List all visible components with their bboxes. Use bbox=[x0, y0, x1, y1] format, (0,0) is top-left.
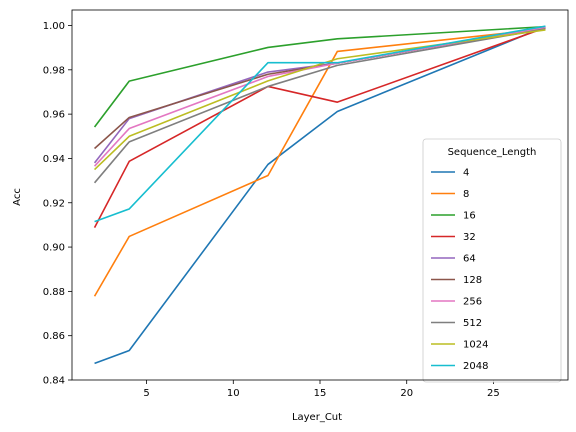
legend-label-64: 64 bbox=[463, 254, 476, 265]
series-line-4 bbox=[94, 25, 546, 365]
y-tick-label: 0.90 bbox=[43, 243, 65, 254]
plot-area bbox=[93, 25, 546, 365]
y-tick-label: 0.92 bbox=[43, 198, 65, 209]
legend-label-8: 8 bbox=[463, 189, 469, 200]
y-axis-ticks: 0.84 0.86 0.88 0.90 0.92 0.94 0.96 0.98 1.00 bbox=[43, 21, 72, 387]
x-axis-label: Layer_Cut bbox=[292, 412, 342, 423]
series-line-8 bbox=[93, 28, 546, 297]
y-tick-label: 0.98 bbox=[43, 65, 65, 76]
y-tick-label: 0.96 bbox=[43, 110, 65, 121]
y-tick-label: 1.00 bbox=[43, 21, 65, 32]
legend-label-32: 32 bbox=[463, 232, 476, 243]
x-tick-label: 5 bbox=[143, 388, 149, 399]
legend-label-16: 16 bbox=[463, 211, 476, 222]
y-tick-label: 0.84 bbox=[43, 376, 65, 387]
x-tick-label: 20 bbox=[400, 388, 413, 399]
y-tick-label: 0.94 bbox=[43, 154, 65, 165]
legend-label-256: 256 bbox=[463, 297, 482, 308]
y-tick-label: 0.86 bbox=[43, 331, 65, 342]
x-tick-label: 10 bbox=[227, 388, 240, 399]
legend-title: Sequence_Length bbox=[448, 147, 537, 158]
x-tick-label: 25 bbox=[487, 388, 500, 399]
y-tick-label: 0.88 bbox=[43, 287, 65, 298]
series-line-2048 bbox=[94, 25, 546, 223]
legend-label-2048: 2048 bbox=[463, 361, 488, 372]
plot-frame bbox=[71, 9, 569, 381]
x-tick-label: 15 bbox=[314, 388, 327, 399]
legend-label-4: 4 bbox=[463, 168, 469, 179]
legend-box bbox=[422, 138, 562, 383]
legend-label-1024: 1024 bbox=[463, 340, 488, 351]
series-line-512 bbox=[93, 28, 546, 184]
legend: Sequence_Length 4 8 16 32 64 128 256 512 1024 2048 bbox=[422, 138, 562, 383]
y-axis-label: Acc bbox=[12, 188, 23, 206]
legend-label-128: 128 bbox=[463, 275, 482, 286]
legend-label-512: 512 bbox=[463, 318, 482, 329]
series-line-16 bbox=[93, 25, 546, 128]
series-line-1024 bbox=[93, 29, 546, 171]
